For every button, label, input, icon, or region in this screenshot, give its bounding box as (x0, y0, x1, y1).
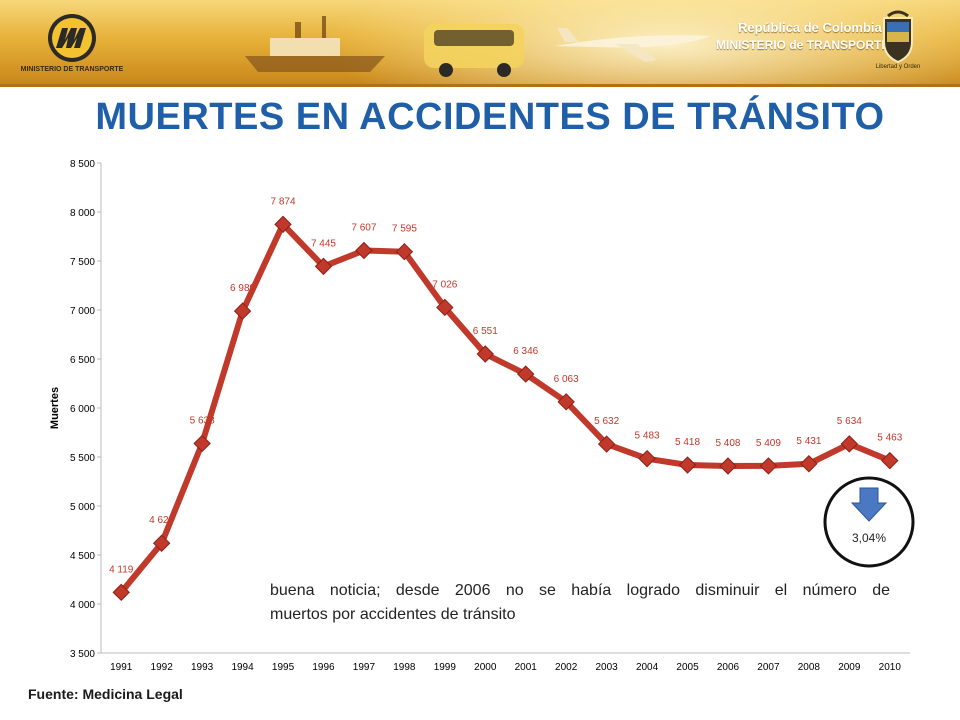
data-label: 5 431 (796, 436, 821, 447)
callout-percent: 3,04% (852, 531, 886, 545)
ministry-logo-icon (48, 14, 96, 62)
y-tick-label: 4 500 (70, 551, 95, 562)
arrow-down-icon (850, 487, 888, 522)
data-point-marker (233, 302, 252, 320)
y-tick-label: 7 500 (70, 257, 95, 268)
series-line (118, 221, 891, 595)
x-tick-label: 1991 (110, 662, 133, 673)
ministry-caption: MINISTERIO DE TRANSPORTE (20, 66, 124, 73)
data-label: 5 634 (837, 416, 862, 427)
data-label: 7 874 (271, 196, 296, 207)
x-tick-labels: 1991 1992 1993 1994 1995 1996 1997 1998 1999 2000… (110, 662, 901, 673)
x-tick-label: 2000 (474, 662, 497, 673)
data-point-marker (719, 457, 737, 475)
data-label: 7 595 (392, 224, 417, 235)
y-tick-label: 5 500 (70, 453, 95, 464)
y-tick-label: 5 000 (70, 502, 95, 513)
data-label: 6 989 (230, 283, 255, 294)
data-point-marker (638, 449, 656, 468)
data-point-marker (152, 534, 171, 552)
page-title: MUERTES EN ACCIDENTES DE TRÁNSITO (95, 96, 885, 138)
x-tick-label: 1993 (191, 662, 214, 673)
data-label: 5 418 (675, 437, 700, 448)
data-label: 4 119 (109, 564, 134, 575)
x-tick-label: 1995 (272, 662, 295, 673)
y-tick-label: 6 500 (70, 355, 95, 366)
x-tick-label: 1996 (312, 662, 335, 673)
data-point-marker (395, 242, 414, 261)
ministry-label: MINISTERIO de TRANSPORTE (716, 38, 890, 52)
data-label: 6 551 (473, 326, 498, 337)
data-point-marker (678, 456, 697, 474)
decrease-callout: 3,04% (823, 476, 915, 568)
ministry-logo: MINISTERIO DE TRANSPORTE (16, 10, 128, 76)
data-point-marker (193, 434, 211, 453)
data-point-marker (800, 455, 818, 473)
y-tick-label: 6 000 (70, 404, 95, 415)
data-point-marker (476, 345, 494, 363)
y-tick-label: 8 500 (70, 159, 95, 170)
header-banner: MINISTERIO DE TRANSPORTE República de Co… (0, 0, 960, 84)
y-tick-label: 4 000 (70, 600, 95, 611)
data-point-marker (759, 457, 778, 475)
data-label: 5 638 (190, 415, 215, 426)
x-tick-label: 2002 (555, 662, 578, 673)
note-text: buena noticia; desde 2006 no se había lo… (270, 579, 890, 627)
x-tick-label: 2009 (838, 662, 861, 673)
data-point-marker (355, 241, 373, 260)
data-label: 7 607 (351, 223, 376, 234)
data-point-marker (112, 583, 130, 602)
y-axis-title: Muertes (49, 387, 61, 429)
data-label: 5 632 (594, 416, 619, 427)
data-point-marker (274, 215, 292, 234)
data-markers (112, 215, 899, 602)
data-label: 5 463 (877, 433, 902, 444)
x-tick-label: 1997 (353, 662, 376, 673)
airplane-illustration (555, 28, 710, 62)
x-tick-label: 2006 (717, 662, 740, 673)
data-point-marker (597, 435, 616, 453)
callout-circle (823, 476, 915, 568)
data-point-marker (314, 257, 333, 276)
data-label: 7 026 (432, 279, 457, 290)
x-tick-label: 1999 (434, 662, 457, 673)
y-tick-labels: 3 500 4 000 4 500 5 000 5 500 6 000 6 500 7 000… (70, 159, 101, 660)
x-tick-label: 2010 (879, 662, 902, 673)
x-tick-label: 2001 (515, 662, 538, 673)
x-tick-label: 2008 (798, 662, 821, 673)
data-point-marker (881, 451, 899, 470)
data-label: 5 483 (635, 431, 660, 442)
x-tick-label: 1994 (231, 662, 254, 673)
y-tick-label: 7 000 (70, 306, 95, 317)
data-point-marker (436, 298, 454, 317)
data-labels: 4 119 4 620 5 638 6 989 7 874 7 445 7 607 7 595… (109, 196, 903, 575)
x-tick-label: 1992 (151, 662, 174, 673)
republic-label: República de Colombia (738, 20, 882, 35)
ship-illustration (245, 16, 385, 72)
y-tick-label: 8 000 (70, 208, 95, 219)
data-label: 5 408 (715, 438, 740, 449)
x-tick-label: 2003 (596, 662, 619, 673)
x-tick-label: 2005 (676, 662, 699, 673)
data-label: 7 445 (311, 238, 336, 249)
bus-illustration (424, 24, 524, 77)
source-caption: Fuente: Medicina Legal (28, 686, 183, 702)
data-point-marker (517, 365, 535, 383)
crest-caption: Libertad y Orden (875, 64, 921, 70)
x-tick-label: 1998 (393, 662, 416, 673)
data-point-marker (557, 393, 575, 411)
banner-divider (0, 84, 960, 87)
data-label: 6 063 (554, 374, 579, 385)
data-label: 5 409 (756, 438, 781, 449)
y-tick-label: 3 500 (70, 649, 95, 660)
note-line-1: buena noticia; desde 2006 no se había lo… (270, 582, 890, 599)
note-line-2: muertos por accidentes de tránsito (270, 606, 516, 623)
data-label: 4 620 (149, 515, 174, 526)
data-label: 6 346 (513, 346, 538, 357)
data-point-marker (840, 435, 859, 453)
x-tick-label: 2004 (636, 662, 659, 673)
x-tick-label: 2007 (757, 662, 780, 673)
coat-of-arms-icon (883, 10, 913, 64)
